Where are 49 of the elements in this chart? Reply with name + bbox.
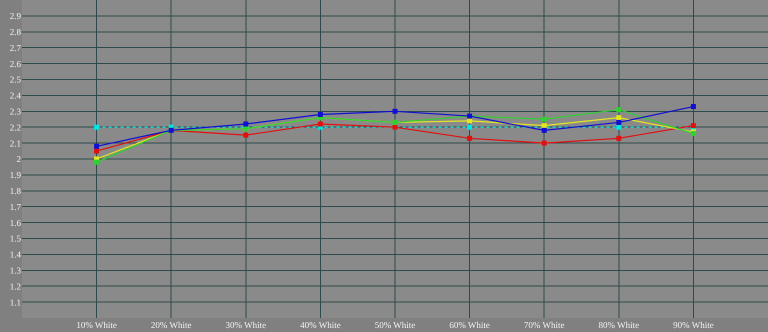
y-tick-label: 1.2: [10, 281, 21, 292]
point: [94, 124, 100, 130]
x-tick-label: 30% White: [226, 320, 266, 330]
y-tick-label: 2.1: [10, 138, 21, 148]
point: [94, 144, 100, 149]
y-tick-label: 2.2: [10, 122, 21, 132]
point: [467, 124, 472, 130]
x-tick-label: 80% White: [598, 320, 640, 330]
y-tick-label: 1.4: [10, 250, 22, 260]
point: [243, 122, 248, 127]
x-tick-label: 40% White: [300, 320, 341, 330]
point: [690, 104, 696, 110]
y-tick-label: 2.3: [10, 106, 22, 116]
point: [467, 136, 472, 141]
point: [94, 160, 100, 165]
point: [318, 122, 323, 127]
x-tick-label: 10% White: [76, 320, 117, 330]
x-tick-label: 90% White: [673, 320, 714, 330]
point: [616, 107, 622, 112]
x-tick-label: 50% White: [374, 320, 416, 330]
y-tick-label: 1.7: [10, 202, 22, 212]
point: [318, 112, 323, 117]
y-tick-label: 1.5: [10, 234, 22, 244]
point: [94, 148, 100, 154]
y-tick-label: 2.4: [10, 90, 22, 101]
x-tick-label: 20% White: [150, 320, 192, 330]
point: [392, 108, 398, 114]
point: [542, 140, 547, 146]
y-tick-label: 2.7: [10, 42, 22, 53]
y-tick-label: 2: [16, 154, 21, 164]
point: [616, 120, 622, 125]
point: [542, 116, 547, 122]
y-tick-label: 1.6: [10, 218, 22, 228]
y-tick-label: 1.1: [10, 297, 21, 308]
y-tick-label: 1.8: [10, 186, 22, 196]
point: [616, 124, 622, 130]
y-tick-label: 2.5: [10, 74, 22, 85]
y-tick-label: 2.6: [10, 58, 22, 69]
y-tick-label: 1.3: [10, 265, 22, 276]
x-tick-label: 60% White: [449, 320, 490, 330]
point: [243, 132, 248, 138]
y-tick-label: 2.9: [10, 11, 22, 22]
y-tick-label: 1.9: [10, 170, 22, 180]
point: [467, 118, 472, 124]
point: [542, 128, 547, 133]
point: [616, 115, 622, 120]
y-tick-label: 2.8: [10, 26, 22, 37]
x-tick-label: 70% White: [524, 320, 564, 330]
point: [616, 136, 622, 141]
